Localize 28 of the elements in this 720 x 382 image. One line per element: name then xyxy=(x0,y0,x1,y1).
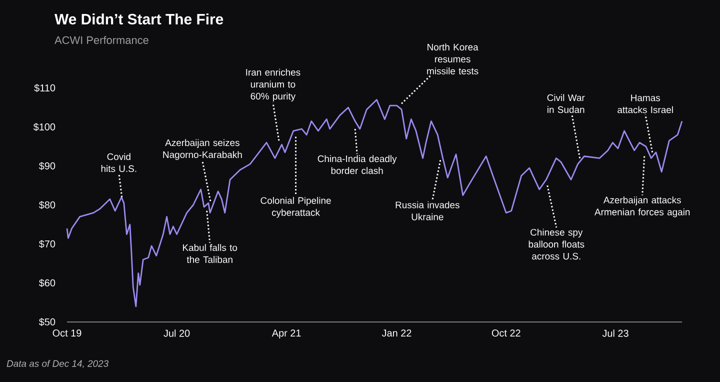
x-tick-label: Jan 22 xyxy=(382,330,412,337)
annotation: North Korea resumes missile tests xyxy=(427,44,478,74)
annotation: Russia invades Ukraine xyxy=(396,201,460,220)
chart-subtitle: ACWI Performance xyxy=(54,36,148,44)
x-tick-label: Oct 19 xyxy=(52,330,82,337)
y-tick-label: $80 xyxy=(38,200,56,210)
annotation: Azerbaijan attacks Armenian forces again xyxy=(594,196,690,218)
annotation: Iran enriches uranium to 60% purity xyxy=(246,68,300,102)
y-tick-label: $90 xyxy=(38,162,56,170)
annotation: China-India deadly border clash xyxy=(318,155,397,174)
text: Data as of Dec 14, 2023 xyxy=(6,360,109,368)
x-tick-label: Jul 23 xyxy=(602,330,628,337)
annotation: Hamas attacks Israel xyxy=(618,94,673,114)
annotation: Colonial Pipeline cyberattack xyxy=(260,196,331,218)
y-tick-label: $100 xyxy=(33,122,56,132)
annotation: Chinese spy balloon floats across U.S. xyxy=(528,228,584,260)
chart-title: We Didn’t Start The Fire xyxy=(54,14,224,24)
x-tick-label: Oct 22 xyxy=(492,330,520,337)
annotation: Covid hits U.S. xyxy=(101,153,136,172)
y-tick-label: $50 xyxy=(38,318,56,326)
y-tick-label: $60 xyxy=(38,278,56,288)
y-tick-label: $70 xyxy=(38,240,56,248)
annotation: Kabul falls to the Taliban xyxy=(182,244,238,263)
annotation: Azerbaijan seizes Nagorno-Karabakh xyxy=(163,139,242,160)
annotation: Civil War in Sudan xyxy=(547,94,585,114)
x-tick-label: Apr 21 xyxy=(272,330,301,339)
x-tick-label: Jul 20 xyxy=(164,330,190,337)
y-tick-label: $110 xyxy=(34,84,56,92)
